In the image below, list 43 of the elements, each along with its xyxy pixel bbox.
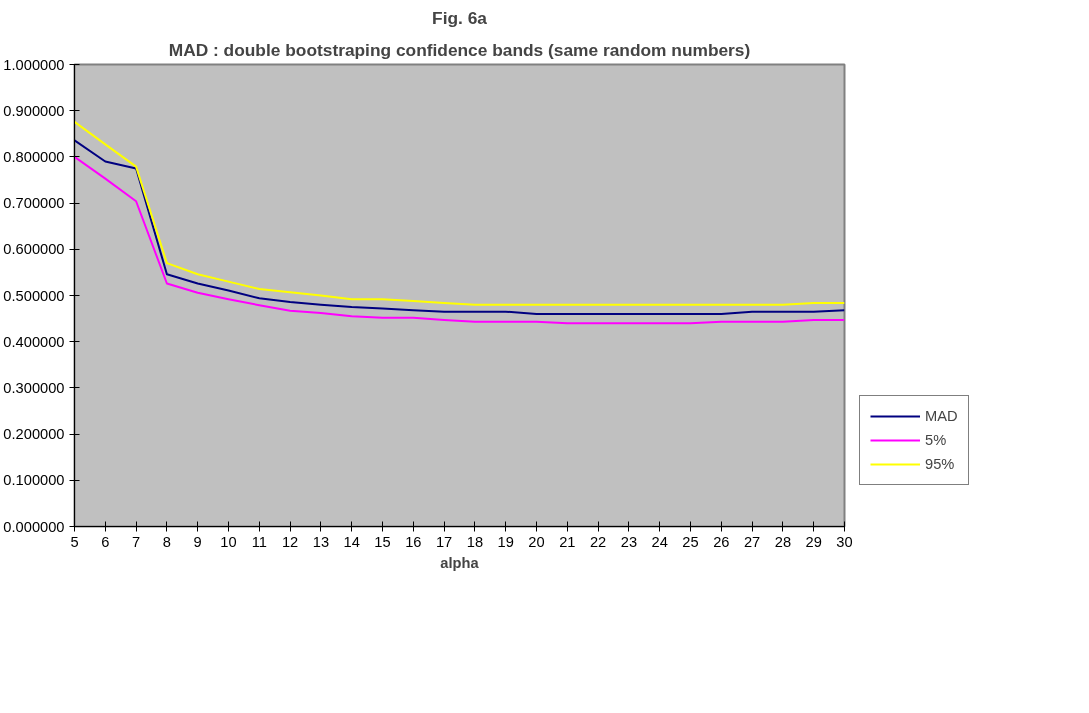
x-tick-label: 20: [528, 533, 545, 550]
y-tick-label: 0.200000: [3, 426, 65, 443]
y-tick-label: 0.900000: [3, 102, 65, 119]
x-tick-label: 11: [251, 533, 267, 550]
x-tick-label: 7: [132, 533, 141, 550]
x-tick-label: 17: [435, 533, 453, 550]
x-tick-label: 15: [374, 533, 391, 550]
y-tick-label: 0.800000: [3, 148, 65, 165]
x-tick-label: 22: [589, 533, 607, 550]
x-tick-label: 9: [193, 533, 202, 550]
x-tick-label: 6: [101, 533, 110, 550]
x-tick-label: 12: [281, 533, 299, 550]
x-axis-title: alpha: [440, 554, 480, 571]
x-tick-label: 13: [312, 533, 330, 550]
y-tick-label: 0.500000: [3, 287, 65, 304]
x-tick-label: 5: [70, 533, 79, 550]
y-tick-label: 0.100000: [3, 472, 65, 489]
y-tick-label: 0.400000: [3, 333, 65, 350]
y-tick-label: 0.700000: [3, 195, 65, 212]
x-tick-label: 21: [559, 533, 576, 550]
x-tick-label: 10: [220, 533, 237, 550]
y-tick-label: 0.300000: [3, 379, 65, 396]
x-tick-label: 25: [682, 533, 699, 550]
x-tick-label: 16: [405, 533, 422, 550]
y-tick-label: 0.600000: [3, 241, 65, 258]
y-tick-label: 0.000000: [3, 518, 65, 535]
legend-label: 5%: [925, 432, 947, 448]
y-tick-label: 1.000000: [3, 56, 65, 73]
x-tick-label: 30: [836, 533, 853, 550]
x-tick-label: 27: [743, 533, 761, 550]
x-tick-label: 14: [343, 533, 360, 550]
x-tick-label: 18: [466, 533, 484, 550]
x-tick-label: 28: [774, 533, 792, 550]
x-tick-label: 29: [805, 533, 822, 550]
legend-label: 95%: [925, 456, 955, 472]
chart-title: Fig. 6a: [432, 7, 488, 28]
x-tick-label: 8: [162, 533, 171, 550]
chart-subtitle: MAD : double bootstraping confidence bands (same random numbers): [168, 39, 751, 60]
x-tick-label: 19: [497, 533, 514, 550]
x-tick-label: 23: [620, 533, 638, 550]
legend-label: MAD: [925, 408, 958, 424]
x-tick-label: 26: [713, 533, 730, 550]
x-tick-label: 24: [651, 533, 668, 550]
